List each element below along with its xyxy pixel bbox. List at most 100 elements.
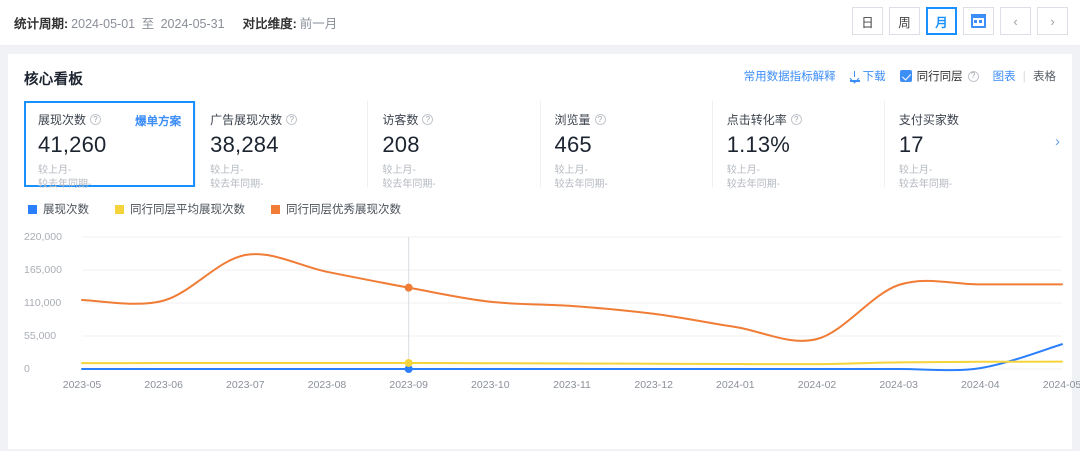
legend-label: 展现次数	[43, 204, 89, 216]
legend-swatch	[271, 204, 280, 214]
x-axis-tick: 2023-10	[471, 379, 510, 391]
range-button-week[interactable]: 周	[889, 7, 920, 35]
kpi-card-compare: 较上月- 较去年同期-	[210, 164, 353, 191]
prev-period-button[interactable]: ‹	[1000, 7, 1031, 35]
kpi-cards-next-button[interactable]: ›	[1055, 133, 1060, 150]
help-icon[interactable]: ?	[790, 114, 802, 125]
view-mode-divider: |	[1022, 71, 1026, 83]
filter-bar: 统计周期: 2024-05-01 至 2024-05-31 对比维度: 前一月 …	[0, 0, 1080, 46]
kpi-card-compare: 较上月- 较去年同期-	[38, 164, 181, 191]
next-period-button[interactable]: ›	[1037, 7, 1068, 35]
kpi-card-header: 浏览量 ?	[555, 111, 698, 128]
calendar-icon	[971, 14, 986, 28]
kpi-card-value: 38,284	[210, 132, 279, 157]
kpi-card-ad-impressions[interactable]: 广告展现次数 ? 38,284 较上月- 较去年同期-	[195, 101, 367, 190]
download-label: 下载	[862, 71, 886, 83]
compare-dimension-filter[interactable]: 对比维度: 前一月	[243, 13, 338, 32]
x-axis-tick: 2023-06	[144, 379, 183, 391]
kpi-card-compare: 较上月- 较去年同期-	[727, 164, 870, 191]
y-axis-tick: 110,000	[24, 297, 62, 309]
help-icon[interactable]: ?	[286, 114, 298, 125]
x-axis-tick: 2024-03	[879, 379, 918, 391]
kpi-card-visitors[interactable]: 访客数 ? 208 较上月- 较去年同期-	[367, 101, 539, 190]
x-axis-tick: 2024-05	[1042, 379, 1080, 391]
core-dashboard-panel: 核心看板 常用数据指标解释 下载 同行同层 ? 图表 | 表格	[8, 54, 1080, 449]
kpi-card-title: 访客数	[382, 113, 419, 127]
y-axis-tick: 165,000	[24, 264, 62, 276]
kpi-card-compare: 较上月- 较去年同期-	[382, 164, 525, 191]
peer-checkbox[interactable]	[899, 70, 912, 82]
kpi-card-title: 点击转化率	[726, 113, 787, 127]
metric-explanation-link[interactable]: 常用数据指标解释	[743, 71, 836, 83]
range-button-month[interactable]: 月	[926, 7, 957, 35]
filter-group-container: 统计周期: 2024-05-01 至 2024-05-31 对比维度: 前一月	[14, 13, 337, 32]
kpi-card-title: 浏览量	[554, 113, 591, 127]
kpi-card-header: 广告展现次数 ?	[210, 111, 353, 128]
kpi-card-pageviews[interactable]: 浏览量 ? 465 较上月- 较去年同期-	[539, 101, 712, 190]
chart-container: 展现次数 同行同层平均展现次数 同行同层优秀展现次数 0 55,000 110,00…	[24, 201, 1080, 396]
x-axis-tick: 2023-05	[62, 379, 102, 391]
page-title: 核心看板	[24, 72, 84, 88]
kpi-card-value: 208	[382, 132, 420, 157]
compare-last-year: 较去年同期-	[726, 178, 781, 190]
peer-comparison-toggle[interactable]: 同行同层 ?	[899, 68, 979, 84]
help-icon[interactable]: ?	[594, 114, 606, 125]
y-axis-tick: 220,000	[24, 231, 62, 243]
compare-last-year: 较去年同期-	[554, 178, 608, 190]
x-axis-tick: 2023-12	[634, 379, 673, 391]
download-button[interactable]: 下载	[849, 68, 886, 84]
compare-last-year: 较去年同期-	[382, 178, 436, 190]
compare-prev-month: 较上月-	[554, 165, 588, 176]
promo-link[interactable]: 爆单方案	[135, 116, 182, 128]
kpi-card-row: 展现次数 ? 爆单方案 41,260 较上月- 较去年同期- 广告展现次数 ? …	[24, 101, 1060, 190]
chart-legend: 展现次数 同行同层平均展现次数 同行同层优秀展现次数	[24, 201, 1056, 217]
compare-last-year: 较去年同期-	[38, 178, 92, 190]
stat-period-filter[interactable]: 统计周期: 2024-05-01 至 2024-05-31	[14, 13, 225, 32]
panel-header: 核心看板 常用数据指标解释 下载 同行同层 ? 图表 | 表格	[8, 54, 1072, 95]
compare-dimension-label: 对比维度:	[242, 17, 297, 31]
x-axis-tick: 2024-02	[797, 379, 837, 391]
compare-last-year: 较去年同期-	[898, 178, 953, 190]
kpi-card-header: 访客数 ?	[382, 111, 525, 128]
help-icon[interactable]: ?	[967, 70, 979, 82]
x-axis-tick: 2024-04	[961, 379, 1000, 391]
legend-label: 同行同层优秀展现次数	[286, 204, 401, 216]
y-axis-tick: 0	[24, 363, 30, 375]
kpi-card-click-conversion-rate[interactable]: 点击转化率 ? 1.13% 较上月- 较去年同期-	[711, 101, 884, 190]
compare-dimension-value: 前一月	[299, 17, 338, 31]
compare-prev-month: 较上月-	[38, 165, 72, 176]
stat-period-value: 2024-05-01 至 2024-05-31	[71, 13, 224, 32]
y-axis-tick: 55,000	[24, 330, 57, 342]
kpi-card-value: 41,260	[38, 132, 107, 157]
kpi-card-compare: 较上月- 较去年同期-	[899, 164, 1042, 191]
range-button-day[interactable]: 日	[852, 7, 883, 35]
x-axis-tick: 2024-01	[716, 379, 755, 391]
help-icon[interactable]: ?	[422, 114, 434, 125]
calendar-picker-button[interactable]	[963, 7, 994, 35]
chart-plot: 0 55,000 110,000 165,000 220,000 2023-05 2023…	[24, 229, 1080, 391]
kpi-card-impressions[interactable]: 展现次数 ? 爆单方案 41,260 较上月- 较去年同期-	[24, 101, 196, 190]
legend-swatch	[28, 204, 37, 214]
kpi-card-title: 展现次数	[38, 113, 87, 127]
legend-item-peer-excellent[interactable]: 同行同层优秀展现次数	[271, 201, 401, 217]
x-axis-tick: 2023-09	[389, 379, 428, 391]
legend-item-peer-average[interactable]: 同行同层平均展现次数	[115, 201, 245, 217]
view-mode-chart[interactable]: 图表	[992, 71, 1016, 83]
kpi-card-paid-buyers[interactable]: 支付买家数 17 较上月- 较去年同期-	[883, 101, 1056, 190]
legend-item-impressions[interactable]: 展现次数	[28, 201, 89, 217]
x-axis-tick: 2023-11	[553, 379, 591, 391]
line-chart-svg[interactable]	[24, 229, 1070, 379]
view-mode-toggle[interactable]: 图表 | 表格	[993, 68, 1056, 84]
compare-prev-month: 较上月-	[382, 165, 416, 176]
range-selector: 日 周 月 ‹ ›	[852, 7, 1068, 35]
x-axis-tick: 2023-07	[226, 379, 265, 391]
legend-label: 同行同层平均展现次数	[130, 204, 245, 216]
help-icon[interactable]: ?	[90, 114, 102, 125]
compare-prev-month: 较上月-	[726, 165, 761, 176]
stat-period-label: 统计周期:	[14, 17, 69, 31]
kpi-card-compare: 较上月- 较去年同期-	[555, 164, 698, 191]
peer-label: 同行同层	[916, 71, 963, 83]
kpi-card-value: 17	[898, 132, 924, 157]
view-mode-table[interactable]: 表格	[1033, 71, 1056, 83]
